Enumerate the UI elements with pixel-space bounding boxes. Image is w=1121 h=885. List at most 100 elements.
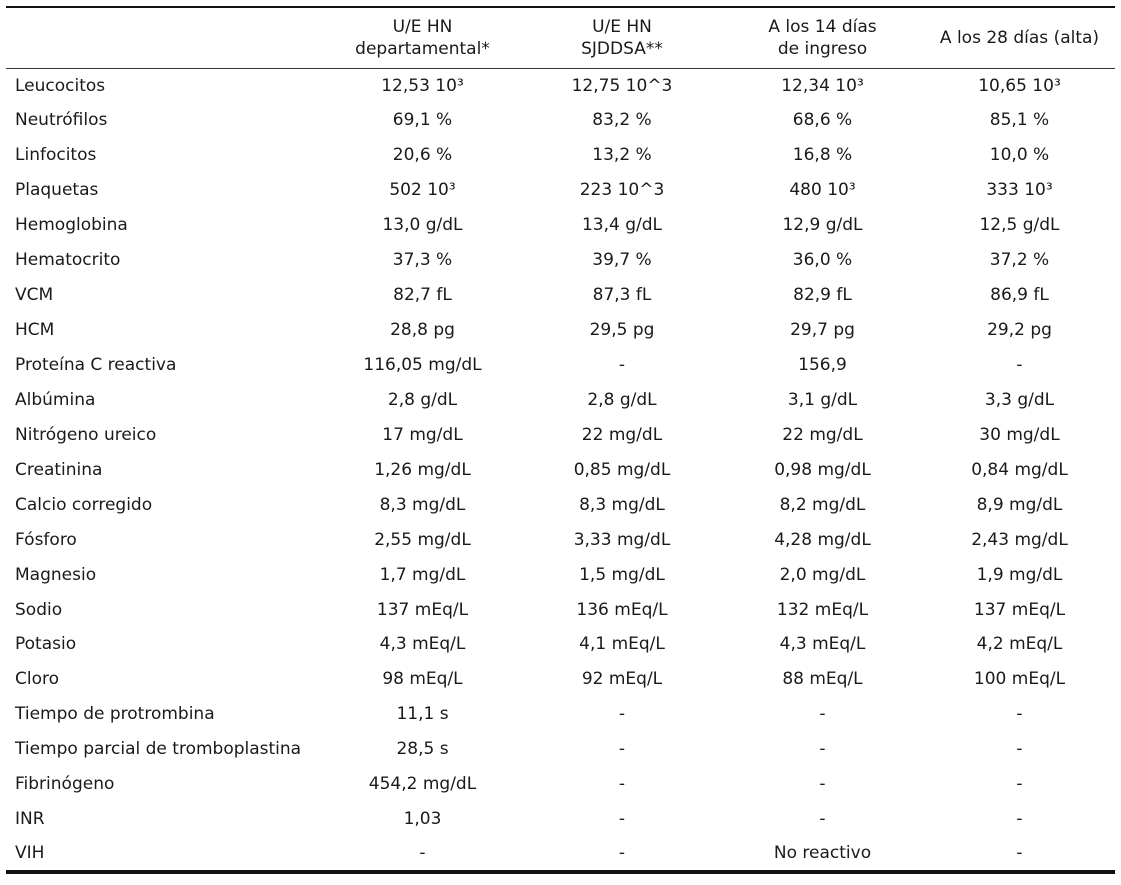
table-row: Hemoglobina 13,0 g/dL 13,4 g/dL 12,9 g/dL 12… <box>6 208 1115 243</box>
dia-14-cell: 16,8 % <box>792 145 853 166</box>
ue-hn-departamental-cell: 82,7 fL <box>393 285 452 306</box>
header-cell-ue-hn-sjddsa: U/E HN SJDDSA** <box>523 6 721 69</box>
ue-hn-sjddsa-cell: - <box>618 704 626 725</box>
dia-14-cell: 4,28 mg/dL <box>774 529 871 550</box>
dia-28-alta-cell: 0,84 mg/dL <box>971 459 1068 480</box>
dia-14-cell: 68,6 % <box>792 110 853 131</box>
lab-results-table-container: U/E HN departamental* U/E HN SJDDSA** A … <box>6 6 1115 874</box>
dia-28-alta-cell: 2,43 mg/dL <box>971 529 1068 550</box>
table-row: Linfocitos 20,6 % 13,2 % 16,8 % 10,0 % <box>6 138 1115 173</box>
parameter-cell: Hematocrito <box>15 250 121 271</box>
parameter-cell: Sodio <box>15 599 63 620</box>
ue-hn-departamental-cell: 1,03 <box>403 809 442 830</box>
header-row: U/E HN departamental* U/E HN SJDDSA** A … <box>6 6 1115 69</box>
ue-hn-departamental-cell: 502 10³ <box>389 180 456 201</box>
table-row: Neutrófilos 69,1 % 83,2 % 68,6 % 85,1 % <box>6 103 1115 138</box>
table-row: Tiempo de protrombina 11,1 s - - - <box>6 697 1115 732</box>
ue-hn-departamental-cell: 8,3 mg/dL <box>379 494 466 515</box>
parameter-cell: Linfocitos <box>15 145 97 166</box>
ue-hn-departamental-cell: 2,8 g/dL <box>387 389 458 410</box>
table-row: INR 1,03 - - - <box>6 802 1115 837</box>
dia-28-alta-cell: 100 mEq/L <box>973 669 1066 690</box>
dia-14-cell: 29,7 pg <box>790 320 855 341</box>
ue-hn-departamental-cell: 28,8 pg <box>390 320 455 341</box>
table-row: HCM 28,8 pg 29,5 pg 29,7 pg 29,2 pg <box>6 313 1115 348</box>
table-row: Magnesio 1,7 mg/dL 1,5 mg/dL 2,0 mg/dL 1,9 m… <box>6 557 1115 592</box>
table-row: Nitrógeno ureico 17 mg/dL 22 mg/dL 22 mg/dL… <box>6 417 1115 452</box>
dia-14-cell: - <box>819 704 826 725</box>
ue-hn-sjddsa-cell: - <box>618 354 626 375</box>
parameter-cell: Potasio <box>15 634 77 655</box>
dia-14-cell: 82,9 fL <box>793 285 852 306</box>
ue-hn-sjddsa-cell: 87,3 fL <box>592 285 652 306</box>
header-line: A los 28 días (alta) <box>939 27 1100 48</box>
parameter-cell: Magnesio <box>15 564 97 585</box>
header-cell-28-dias-alta: A los 28 días (alta) <box>924 6 1115 69</box>
dia-28-alta-cell: 10,65 10³ <box>978 75 1061 96</box>
header-line: A los 14 días <box>768 16 877 37</box>
ue-hn-sjddsa-cell: 1,5 mg/dL <box>579 564 665 585</box>
dia-14-cell: 12,34 10³ <box>781 75 864 96</box>
parameter-cell: Plaquetas <box>15 180 99 201</box>
dia-28-alta-cell: 1,9 mg/dL <box>976 564 1063 585</box>
parameter-cell: Calcio corregido <box>15 494 153 515</box>
ue-hn-sjddsa-cell: 83,2 % <box>592 110 652 131</box>
table-row: Sodio 137 mEq/L 136 mEq/L 132 mEq/L 137 mEq/… <box>6 592 1115 627</box>
parameter-cell: Nitrógeno ureico <box>15 424 157 445</box>
header-line: U/E HN <box>392 16 453 37</box>
ue-hn-sjddsa-cell: 29,5 pg <box>589 320 655 341</box>
dia-14-cell: 36,0 % <box>792 250 853 271</box>
dia-14-cell: 88 mEq/L <box>782 669 863 690</box>
ue-hn-sjddsa-cell: 92 mEq/L <box>581 669 663 690</box>
ue-hn-sjddsa-cell: 13,2 % <box>592 145 652 166</box>
ue-hn-departamental-cell: 12,53 10³ <box>381 75 464 96</box>
parameter-cell: Albúmina <box>15 389 96 410</box>
ue-hn-sjddsa-cell: - <box>618 774 626 795</box>
parameter-cell: Hemoglobina <box>15 215 128 236</box>
table-row: Cloro 98 mEq/L 92 mEq/L 88 mEq/L 100 mEq/L <box>6 662 1115 697</box>
ue-hn-departamental-cell: 2,55 mg/dL <box>374 529 471 550</box>
dia-28-alta-cell: - <box>1016 354 1023 375</box>
parameter-cell: Tiempo de protrombina <box>15 704 215 725</box>
table-row: Calcio corregido 8,3 mg/dL 8,3 mg/dL 8,2 mg… <box>6 487 1115 522</box>
parameter-cell: Proteína C reactiva <box>15 354 177 375</box>
table-row: Tiempo parcial de tromboplastina 28,5 s - -… <box>6 732 1115 767</box>
dia-28-alta-cell: 333 10³ <box>986 180 1053 201</box>
dia-28-alta-cell: 137 mEq/L <box>973 599 1066 620</box>
header-line: U/E HN <box>592 16 652 37</box>
dia-28-alta-cell: 8,9 mg/dL <box>976 494 1063 515</box>
ue-hn-sjddsa-cell: 0,85 mg/dL <box>573 459 671 480</box>
table-row: Fósforo 2,55 mg/dL 3,33 mg/dL 4,28 mg/dL 2,4… <box>6 522 1115 557</box>
ue-hn-departamental-cell: 116,05 mg/dL <box>363 354 482 375</box>
ue-hn-sjddsa-cell: 223 10^3 <box>579 180 665 201</box>
ue-hn-sjddsa-cell: - <box>523 836 721 874</box>
dia-14-cell: 22 mg/dL <box>782 424 863 445</box>
parameter-cell: Fósforo <box>15 529 77 550</box>
ue-hn-sjddsa-cell: - <box>618 739 626 760</box>
ue-hn-departamental-cell: 28,5 s <box>396 739 449 760</box>
dia-28-alta-cell: - <box>1016 774 1023 795</box>
dia-28-alta-cell: 12,5 g/dL <box>979 215 1060 236</box>
ue-hn-sjddsa-cell: 12,75 10^3 <box>571 75 673 96</box>
table-row: Plaquetas 502 10³ 223 10^3 480 10³ 333 10³ <box>6 173 1115 208</box>
dia-28-alta-cell: 86,9 fL <box>990 285 1049 306</box>
ue-hn-departamental-cell: 4,3 mEq/L <box>379 634 466 655</box>
dia-28-alta-cell: 29,2 pg <box>987 320 1052 341</box>
ue-hn-departamental-cell: 454,2 mg/dL <box>368 774 477 795</box>
parameter-cell: Cloro <box>15 669 60 690</box>
dia-28-alta-cell: 85,1 % <box>989 110 1050 131</box>
ue-hn-sjddsa-cell: 39,7 % <box>592 250 652 271</box>
ue-hn-departamental-cell: 69,1 % <box>392 110 453 131</box>
ue-hn-sjddsa-cell: 13,4 g/dL <box>581 215 663 236</box>
dia-14-cell: 12,9 g/dL <box>782 215 863 236</box>
ue-hn-departamental-cell: 1,7 mg/dL <box>379 564 466 585</box>
table-row: Leucocitos 12,53 10³ 12,75 10^3 12,34 10³ 10… <box>6 68 1115 103</box>
dia-14-cell: 2,0 mg/dL <box>779 564 866 585</box>
header-cell-parameter <box>6 6 322 69</box>
parameter-cell: VIH <box>6 836 322 874</box>
ue-hn-departamental-cell: 20,6 % <box>392 145 453 166</box>
dia-14-cell: 3,1 g/dL <box>787 389 858 410</box>
dia-14-cell: 132 mEq/L <box>776 599 869 620</box>
ue-hn-sjddsa-cell: 136 mEq/L <box>576 599 668 620</box>
dia-28-alta-cell: - <box>924 836 1115 874</box>
